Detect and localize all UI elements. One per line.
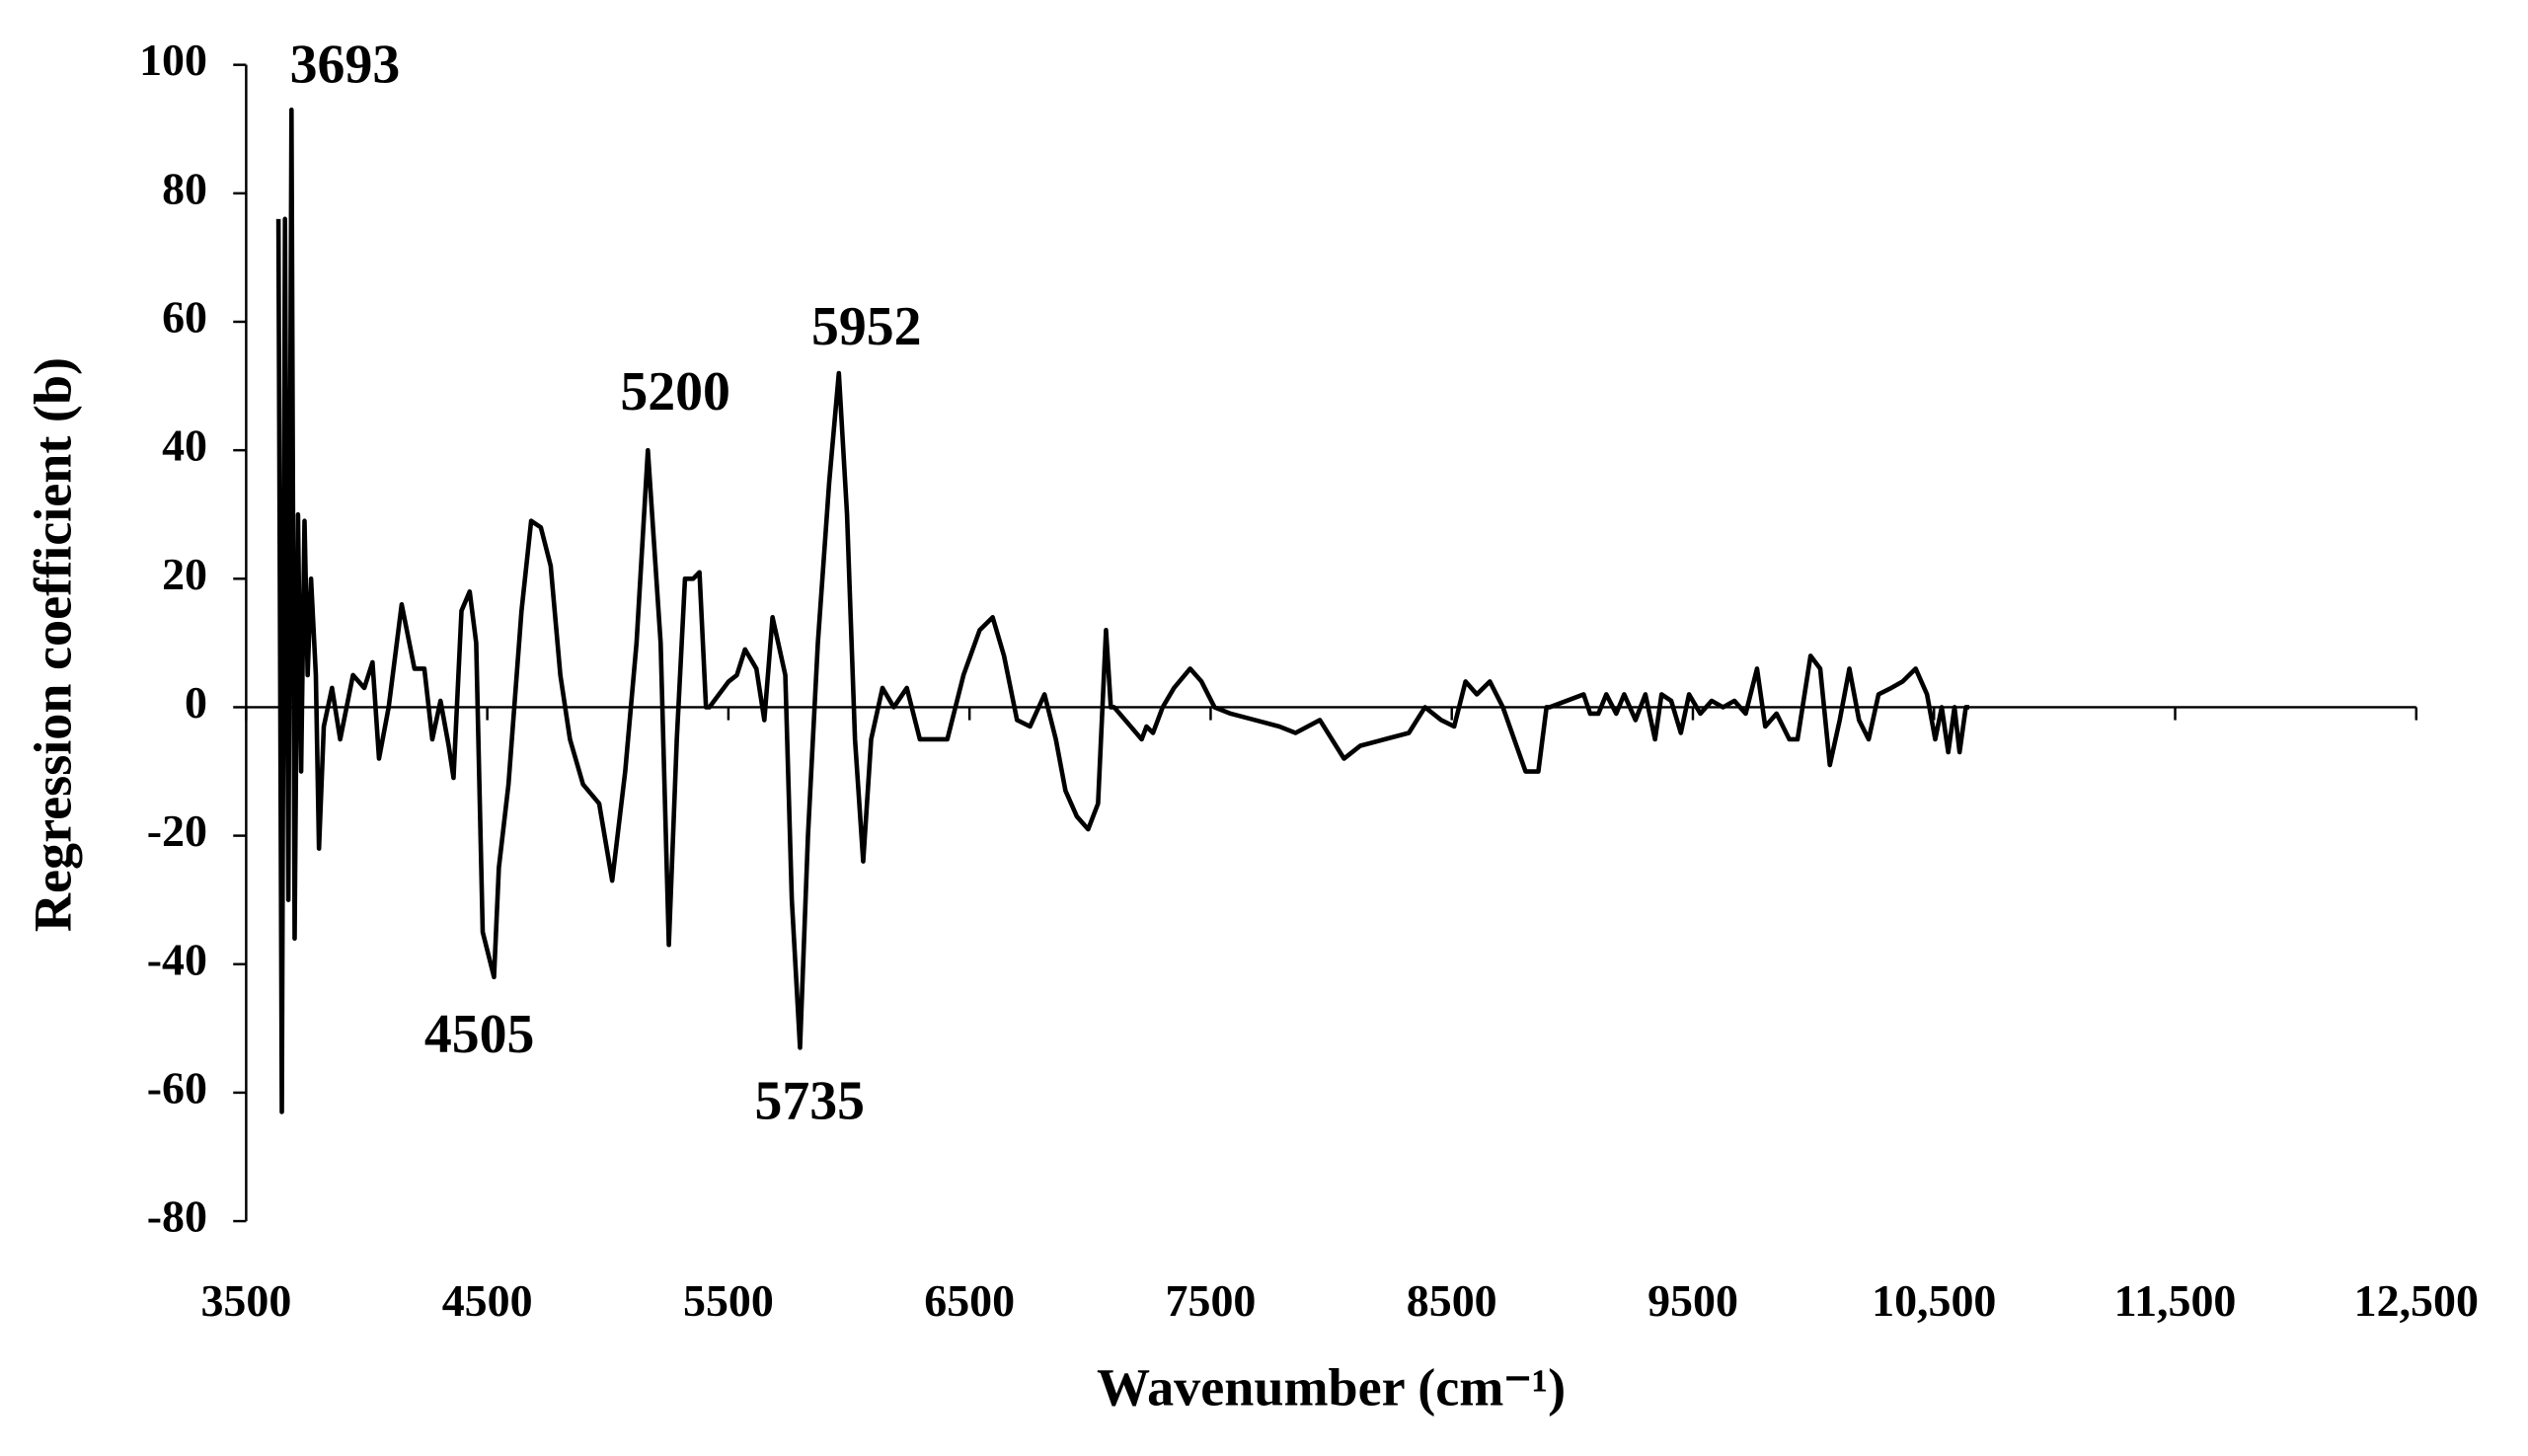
annotation: 4505 (424, 1004, 535, 1065)
annotation: 3693 (290, 34, 401, 95)
annotation: 5952 (811, 296, 922, 357)
annotation: 5735 (755, 1070, 866, 1131)
data-line (275, 107, 1969, 1114)
x-tick-label: 11,500 (2114, 1275, 2237, 1326)
y-tick-label: -20 (147, 805, 207, 856)
y-axis-label: Regression coefficient (b) (23, 357, 82, 932)
x-tick-label: 8500 (1407, 1275, 1497, 1326)
x-tick-label: 10,500 (1872, 1275, 1996, 1326)
y-tick-label: 40 (162, 421, 207, 471)
x-tick-label: 9500 (1647, 1275, 1738, 1326)
y-tick-label: 60 (162, 292, 207, 343)
y-tick-label: 0 (185, 677, 207, 728)
annotation: 5200 (620, 361, 730, 422)
y-tick-label: -80 (147, 1191, 207, 1242)
y-tick-label: 20 (162, 549, 207, 599)
x-tick-label: 6500 (924, 1275, 1015, 1326)
y-tick-label: -40 (147, 934, 207, 984)
x-tick-label: 3500 (200, 1275, 291, 1326)
y-tick-label: 100 (139, 35, 207, 85)
y-tick-label: -60 (147, 1062, 207, 1112)
x-tick-label: 12,500 (2354, 1275, 2479, 1326)
x-tick-label: 4500 (442, 1275, 533, 1326)
x-tick-label: 5500 (683, 1275, 774, 1326)
x-tick-label: 7500 (1166, 1275, 1257, 1326)
x-axis-label: Wavenumber (cm⁻¹) (1097, 1357, 1566, 1417)
y-tick-label: 80 (162, 163, 207, 213)
